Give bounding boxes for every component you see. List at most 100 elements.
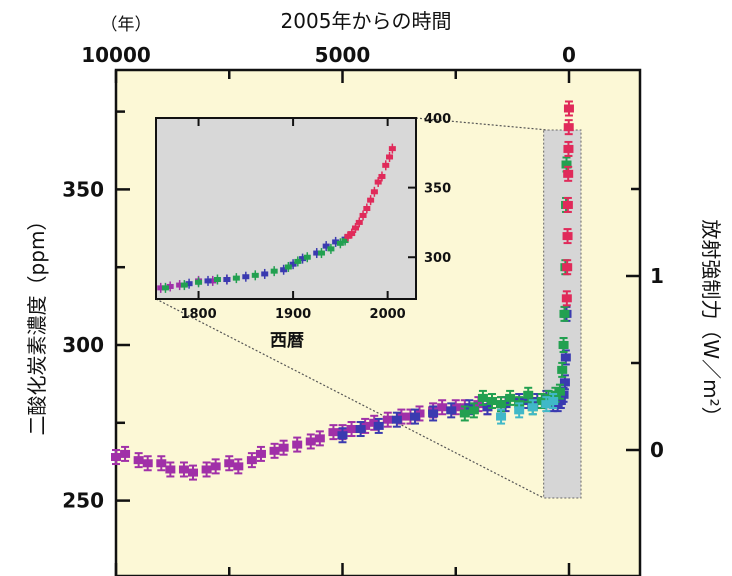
top-axis-tick-label: 5000 [315, 43, 371, 67]
main-data-point [563, 165, 574, 182]
inset-data-point [322, 241, 330, 252]
inset-x-tick-label: 1800 [180, 307, 216, 322]
left-axis-title: 二酸化炭素濃度（ppm） [25, 211, 49, 436]
inset-data-point [289, 259, 297, 270]
inset-data-point [327, 243, 335, 254]
main-data-point [446, 402, 457, 419]
main-data-point [255, 445, 266, 462]
main-data-point [486, 393, 497, 410]
main-data-point [120, 445, 131, 462]
inset-x-axis-title: 西暦 [270, 331, 304, 351]
inset-connector-lines [155, 117, 548, 499]
inset-data-point [204, 275, 212, 286]
main-data-point [133, 452, 144, 469]
main-data-point [178, 461, 189, 478]
main-data-point [111, 449, 121, 466]
top-axis-tick-label: 10000 [81, 43, 151, 67]
main-data-point [156, 455, 167, 472]
inset-axis-ticks: 1800 1900 2000 300 350 400 [180, 112, 451, 322]
inset-data-point [344, 231, 352, 242]
main-data-point [559, 305, 570, 322]
inset-data-point [166, 281, 174, 292]
inset-data-point [213, 274, 221, 285]
main-data-point [233, 458, 244, 475]
inset-data-point [223, 274, 231, 285]
main-data-point [224, 455, 235, 472]
inset-data-point [386, 151, 394, 162]
main-data-point [548, 393, 559, 410]
main-data-point [328, 424, 339, 441]
inset-data-point [161, 282, 169, 293]
main-data-point [355, 421, 366, 438]
main-data-point [459, 405, 470, 422]
main-data-point [437, 399, 448, 416]
main-data-point [562, 228, 573, 245]
main-data-point [428, 405, 439, 422]
main-data-point [468, 402, 479, 419]
inset-data-point [332, 236, 340, 247]
main-data-point [246, 452, 257, 469]
main-axis-ticks: 10000 5000 0 250 300 350 0 1 [62, 43, 664, 576]
main-data-point [337, 427, 348, 444]
inset-data-point [176, 280, 184, 291]
inset-data-point [374, 177, 382, 188]
inset-data-point [317, 248, 325, 259]
left-axis-tick-label: 300 [62, 333, 104, 357]
inset-data-points [157, 143, 396, 293]
main-data-point [527, 399, 538, 416]
main-data-point [477, 389, 488, 406]
inset-data-point [180, 280, 188, 291]
main-data-point [409, 408, 420, 425]
inset-data-point [351, 222, 359, 233]
main-data-point [563, 100, 574, 117]
inset-x-tick-label: 2000 [370, 307, 406, 322]
main-data-point [314, 430, 325, 447]
inset-data-point [363, 203, 371, 214]
main-data-point [346, 421, 357, 438]
main-data-point [292, 436, 303, 453]
main-data-point [514, 402, 525, 419]
inset-y-tick-label: 350 [424, 182, 451, 197]
main-data-point [562, 259, 573, 276]
inset-y-tick-label: 400 [424, 112, 451, 127]
right-axis-title: 放射強制力（W／m²） [699, 219, 723, 426]
right-axis-tick-label: 0 [650, 438, 664, 462]
main-data-point [562, 196, 573, 213]
inset-data-point [294, 256, 302, 267]
main-data-point [201, 461, 212, 478]
inset-data-point [336, 238, 344, 249]
main-data-point [496, 408, 507, 425]
top-axis-unit-label: （年） [101, 15, 152, 35]
inset-data-point [355, 217, 363, 228]
left-axis-tick-label: 250 [62, 489, 104, 513]
inset-data-point [370, 186, 378, 197]
recent-period-shading [543, 129, 582, 499]
main-data-points [111, 100, 574, 481]
inset-data-point [303, 252, 311, 263]
inset-data-point [157, 282, 165, 293]
inset-data-point [388, 143, 396, 154]
top-axis-title: 2005年からの時間 [281, 9, 452, 33]
main-data-point [210, 458, 221, 475]
main-data-point [305, 433, 316, 450]
inset-data-point [313, 248, 321, 259]
right-axis-tick-label: 1 [650, 264, 664, 288]
main-data-point [142, 455, 153, 472]
main-data-point [278, 439, 289, 456]
main-data-point [382, 411, 393, 428]
inset-data-point [209, 275, 217, 286]
main-data-point [558, 337, 569, 353]
inset-data-point [367, 195, 375, 206]
inset-data-point [284, 261, 292, 272]
inset-data-point [280, 264, 288, 275]
main-data-point [557, 361, 568, 378]
inset-data-point [185, 278, 193, 289]
inset-data-point [232, 273, 240, 284]
main-data-point [563, 119, 574, 136]
top-axis-tick-label: 0 [562, 43, 576, 67]
inset-data-point [348, 228, 356, 239]
main-data-point [269, 442, 280, 459]
inset-data-point [251, 270, 259, 281]
main-data-point [391, 411, 402, 428]
